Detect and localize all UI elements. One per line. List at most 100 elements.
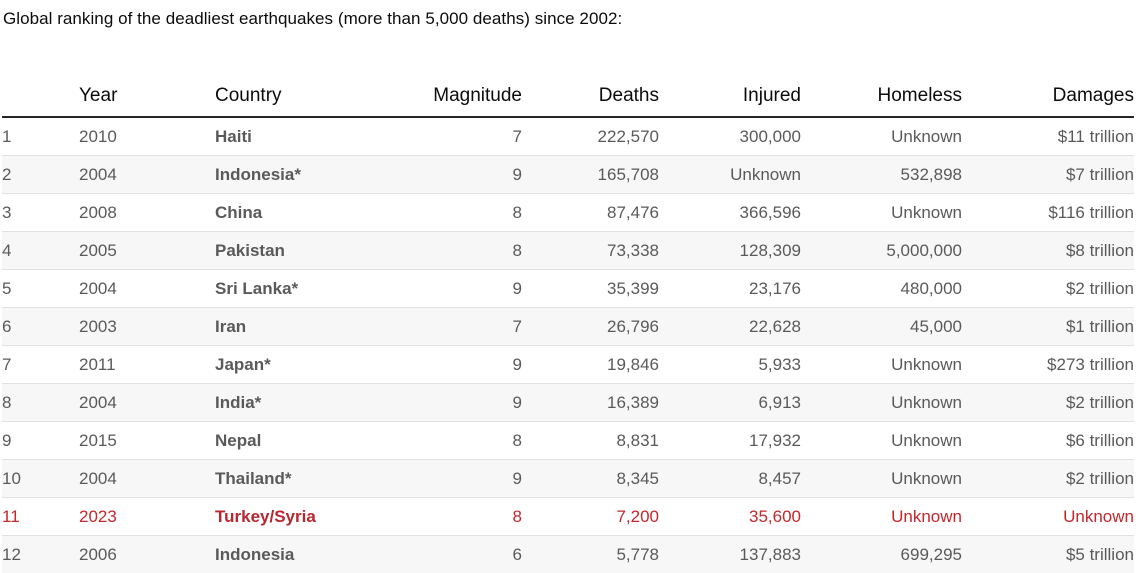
cell-country: India*	[215, 384, 365, 422]
cell-rank: 6	[2, 308, 79, 346]
cell-damages: $116 trillion	[962, 194, 1134, 232]
cell-damages: Unknown	[962, 498, 1134, 536]
cell-rank: 4	[2, 232, 79, 270]
table-header: Year Country Magnitude Deaths Injured Ho…	[2, 75, 1134, 117]
cell-rank: 10	[2, 460, 79, 498]
cell-rank: 7	[2, 346, 79, 384]
cell-rank: 3	[2, 194, 79, 232]
cell-magnitude: 7	[365, 308, 522, 346]
cell-magnitude: 9	[365, 384, 522, 422]
cell-damages: $5 trillion	[962, 536, 1134, 573]
cell-country: China	[215, 194, 365, 232]
cell-magnitude: 9	[365, 460, 522, 498]
cell-year: 2005	[79, 232, 215, 270]
cell-deaths: 165,708	[522, 156, 659, 194]
cell-year: 2010	[79, 117, 215, 156]
cell-deaths: 73,338	[522, 232, 659, 270]
cell-deaths: 8,831	[522, 422, 659, 460]
cell-injured: 5,933	[659, 346, 801, 384]
header-damages: Damages	[962, 75, 1134, 117]
cell-year: 2004	[79, 156, 215, 194]
cell-homeless: 699,295	[801, 536, 962, 573]
earthquake-ranking-table: Year Country Magnitude Deaths Injured Ho…	[2, 75, 1134, 573]
cell-country: Japan*	[215, 346, 365, 384]
cell-injured: 300,000	[659, 117, 801, 156]
cell-country: Indonesia	[215, 536, 365, 573]
header-injured: Injured	[659, 75, 801, 117]
cell-magnitude: 8	[365, 498, 522, 536]
cell-damages: $2 trillion	[962, 384, 1134, 422]
cell-country: Haiti	[215, 117, 365, 156]
cell-injured: 22,628	[659, 308, 801, 346]
cell-damages: $6 trillion	[962, 422, 1134, 460]
cell-injured: 35,600	[659, 498, 801, 536]
cell-rank: 11	[2, 498, 79, 536]
cell-deaths: 8,345	[522, 460, 659, 498]
table-caption: Global ranking of the deadliest earthqua…	[3, 9, 622, 29]
cell-year: 2004	[79, 384, 215, 422]
cell-country: Sri Lanka*	[215, 270, 365, 308]
cell-homeless: Unknown	[801, 346, 962, 384]
cell-damages: $2 trillion	[962, 270, 1134, 308]
cell-country: Pakistan	[215, 232, 365, 270]
cell-injured: 6,913	[659, 384, 801, 422]
cell-magnitude: 7	[365, 117, 522, 156]
cell-homeless: 532,898	[801, 156, 962, 194]
cell-injured: 137,883	[659, 536, 801, 573]
cell-country: Turkey/Syria	[215, 498, 365, 536]
cell-injured: Unknown	[659, 156, 801, 194]
header-deaths: Deaths	[522, 75, 659, 117]
cell-injured: 8,457	[659, 460, 801, 498]
cell-year: 2015	[79, 422, 215, 460]
cell-rank: 9	[2, 422, 79, 460]
cell-homeless: Unknown	[801, 460, 962, 498]
cell-magnitude: 6	[365, 536, 522, 573]
cell-damages: $11 trillion	[962, 117, 1134, 156]
cell-rank: 8	[2, 384, 79, 422]
cell-country: Nepal	[215, 422, 365, 460]
cell-year: 2003	[79, 308, 215, 346]
cell-damages: $8 trillion	[962, 232, 1134, 270]
cell-homeless: 5,000,000	[801, 232, 962, 270]
cell-deaths: 35,399	[522, 270, 659, 308]
cell-homeless: Unknown	[801, 117, 962, 156]
header-homeless: Homeless	[801, 75, 962, 117]
cell-injured: 366,596	[659, 194, 801, 232]
cell-year: 2006	[79, 536, 215, 573]
cell-damages: $2 trillion	[962, 460, 1134, 498]
header-country: Country	[215, 75, 365, 117]
cell-homeless: Unknown	[801, 194, 962, 232]
cell-magnitude: 9	[365, 346, 522, 384]
cell-rank: 1	[2, 117, 79, 156]
cell-homeless: 45,000	[801, 308, 962, 346]
cell-deaths: 5,778	[522, 536, 659, 573]
cell-year: 2004	[79, 270, 215, 308]
cell-injured: 128,309	[659, 232, 801, 270]
cell-deaths: 222,570	[522, 117, 659, 156]
cell-deaths: 87,476	[522, 194, 659, 232]
cell-damages: $273 trillion	[962, 346, 1134, 384]
cell-homeless: Unknown	[801, 384, 962, 422]
header-year: Year	[79, 75, 215, 117]
cell-year: 2008	[79, 194, 215, 232]
cell-damages: $1 trillion	[962, 308, 1134, 346]
cell-country: Iran	[215, 308, 365, 346]
cell-injured: 23,176	[659, 270, 801, 308]
cell-deaths: 7,200	[522, 498, 659, 536]
cell-rank: 12	[2, 536, 79, 573]
cell-homeless: 480,000	[801, 270, 962, 308]
cell-magnitude: 8	[365, 194, 522, 232]
cell-country: Indonesia*	[215, 156, 365, 194]
header-magnitude: Magnitude	[365, 75, 522, 117]
cell-magnitude: 8	[365, 232, 522, 270]
cell-rank: 2	[2, 156, 79, 194]
